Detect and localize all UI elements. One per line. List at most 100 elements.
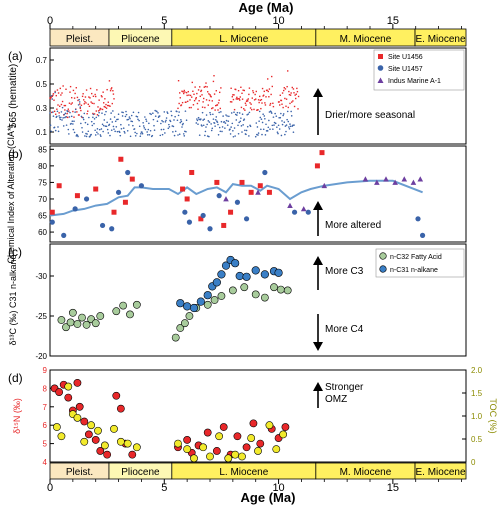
u1456-point (255, 90, 257, 93)
toc-point (254, 447, 262, 455)
u1456-point (279, 94, 281, 96)
panel-a-arrowhead (313, 88, 323, 97)
u1457-point (121, 115, 124, 117)
u1457-point (227, 120, 230, 123)
y-tick-label: 0.1 (36, 128, 48, 137)
u1457-point (83, 112, 86, 115)
u1456-point (205, 99, 208, 101)
u1456-point (240, 106, 243, 109)
u1457-point (152, 112, 154, 114)
u1457-point (57, 130, 60, 133)
u1457-point (262, 128, 265, 131)
u1456-point (211, 100, 213, 102)
u1457-point (177, 134, 179, 136)
u1457-point (268, 111, 271, 113)
u1456-point (60, 94, 62, 96)
cia-a1-point (300, 206, 307, 212)
u1457-point (84, 121, 87, 124)
u1457-point (116, 130, 119, 133)
u1457-point (91, 124, 94, 127)
u1457-point (289, 125, 292, 128)
u1457-point (243, 118, 246, 120)
c32-point (240, 283, 249, 292)
d15n-point (233, 432, 242, 441)
u1456-point (113, 98, 115, 100)
u1457-point (277, 124, 280, 127)
u1457-point (136, 132, 138, 135)
legend-triangle-marker (377, 77, 384, 83)
toc-point (94, 426, 102, 435)
u1456-point (180, 104, 183, 106)
u1456-point (243, 89, 245, 92)
c32-point (126, 310, 134, 319)
epoch-segment-4 (414, 462, 467, 480)
u1456-point (70, 103, 72, 105)
cia-u1456-point (319, 150, 325, 156)
u1457-point (266, 130, 269, 132)
u1456-point (103, 102, 105, 104)
u1456-point (58, 112, 60, 114)
panel-a-legend: Site U1456 Site U1457 Indus Marine A-1 (373, 49, 465, 91)
u1456-point (205, 82, 207, 84)
u1456-point (59, 87, 61, 90)
u1457-point (58, 115, 60, 117)
u1456-point (94, 93, 96, 96)
u1457-point (119, 134, 122, 137)
u1456-point (85, 89, 88, 91)
cia-u1456-point (266, 189, 272, 195)
cia-u1457-point (200, 212, 206, 219)
u1457-point (214, 125, 216, 127)
u1456-point (199, 95, 201, 98)
u1456-point (240, 86, 242, 88)
epoch-label-2: L. Miocene (219, 467, 268, 478)
u1456-point (253, 108, 255, 111)
u1456-point (109, 105, 111, 107)
c32-point (276, 285, 285, 294)
u1457-point (238, 121, 240, 124)
u1456-point (195, 97, 197, 99)
u1457-point (293, 124, 295, 126)
toc-point (100, 441, 109, 450)
panel-a-legend-box (373, 49, 465, 91)
u1456-point (244, 109, 246, 111)
u1457-point (113, 128, 115, 130)
u1457-point (65, 124, 68, 126)
u1456-point (92, 95, 95, 97)
u1457-point (95, 116, 98, 119)
c31-point (176, 299, 185, 308)
u1456-point (207, 104, 209, 106)
u1456-point (194, 86, 196, 88)
u1456-point (101, 96, 103, 98)
u1456-point (108, 104, 110, 107)
u1456-point (64, 109, 66, 111)
c32-point (112, 307, 121, 316)
u1457-point (207, 120, 210, 122)
u1457-point (51, 98, 54, 100)
u1456-point (105, 103, 107, 106)
u1456-point (268, 88, 271, 90)
u1456-point (185, 101, 187, 103)
u1457-point (235, 119, 238, 121)
u1456-point (281, 103, 283, 105)
u1456-point (66, 112, 68, 115)
u1457-point (245, 129, 248, 132)
u1456-point (77, 99, 79, 102)
u1456-point (246, 99, 248, 101)
c31-point (221, 261, 231, 270)
u1457-point (156, 110, 158, 113)
u1456-point (193, 93, 195, 96)
u1456-point (68, 102, 71, 104)
u1457-point (204, 134, 206, 137)
u1457-point (200, 118, 202, 120)
d15n-point (183, 436, 192, 444)
d15n-point (116, 404, 125, 413)
u1457-point (52, 111, 54, 113)
u1456-point (197, 108, 199, 110)
u1457-point (126, 129, 129, 132)
u1457-point (229, 133, 232, 135)
u1457-point (270, 112, 273, 114)
u1457-point (78, 101, 81, 103)
u1457-point (260, 118, 263, 120)
u1456-point (271, 85, 273, 88)
u1456-point (269, 104, 271, 106)
